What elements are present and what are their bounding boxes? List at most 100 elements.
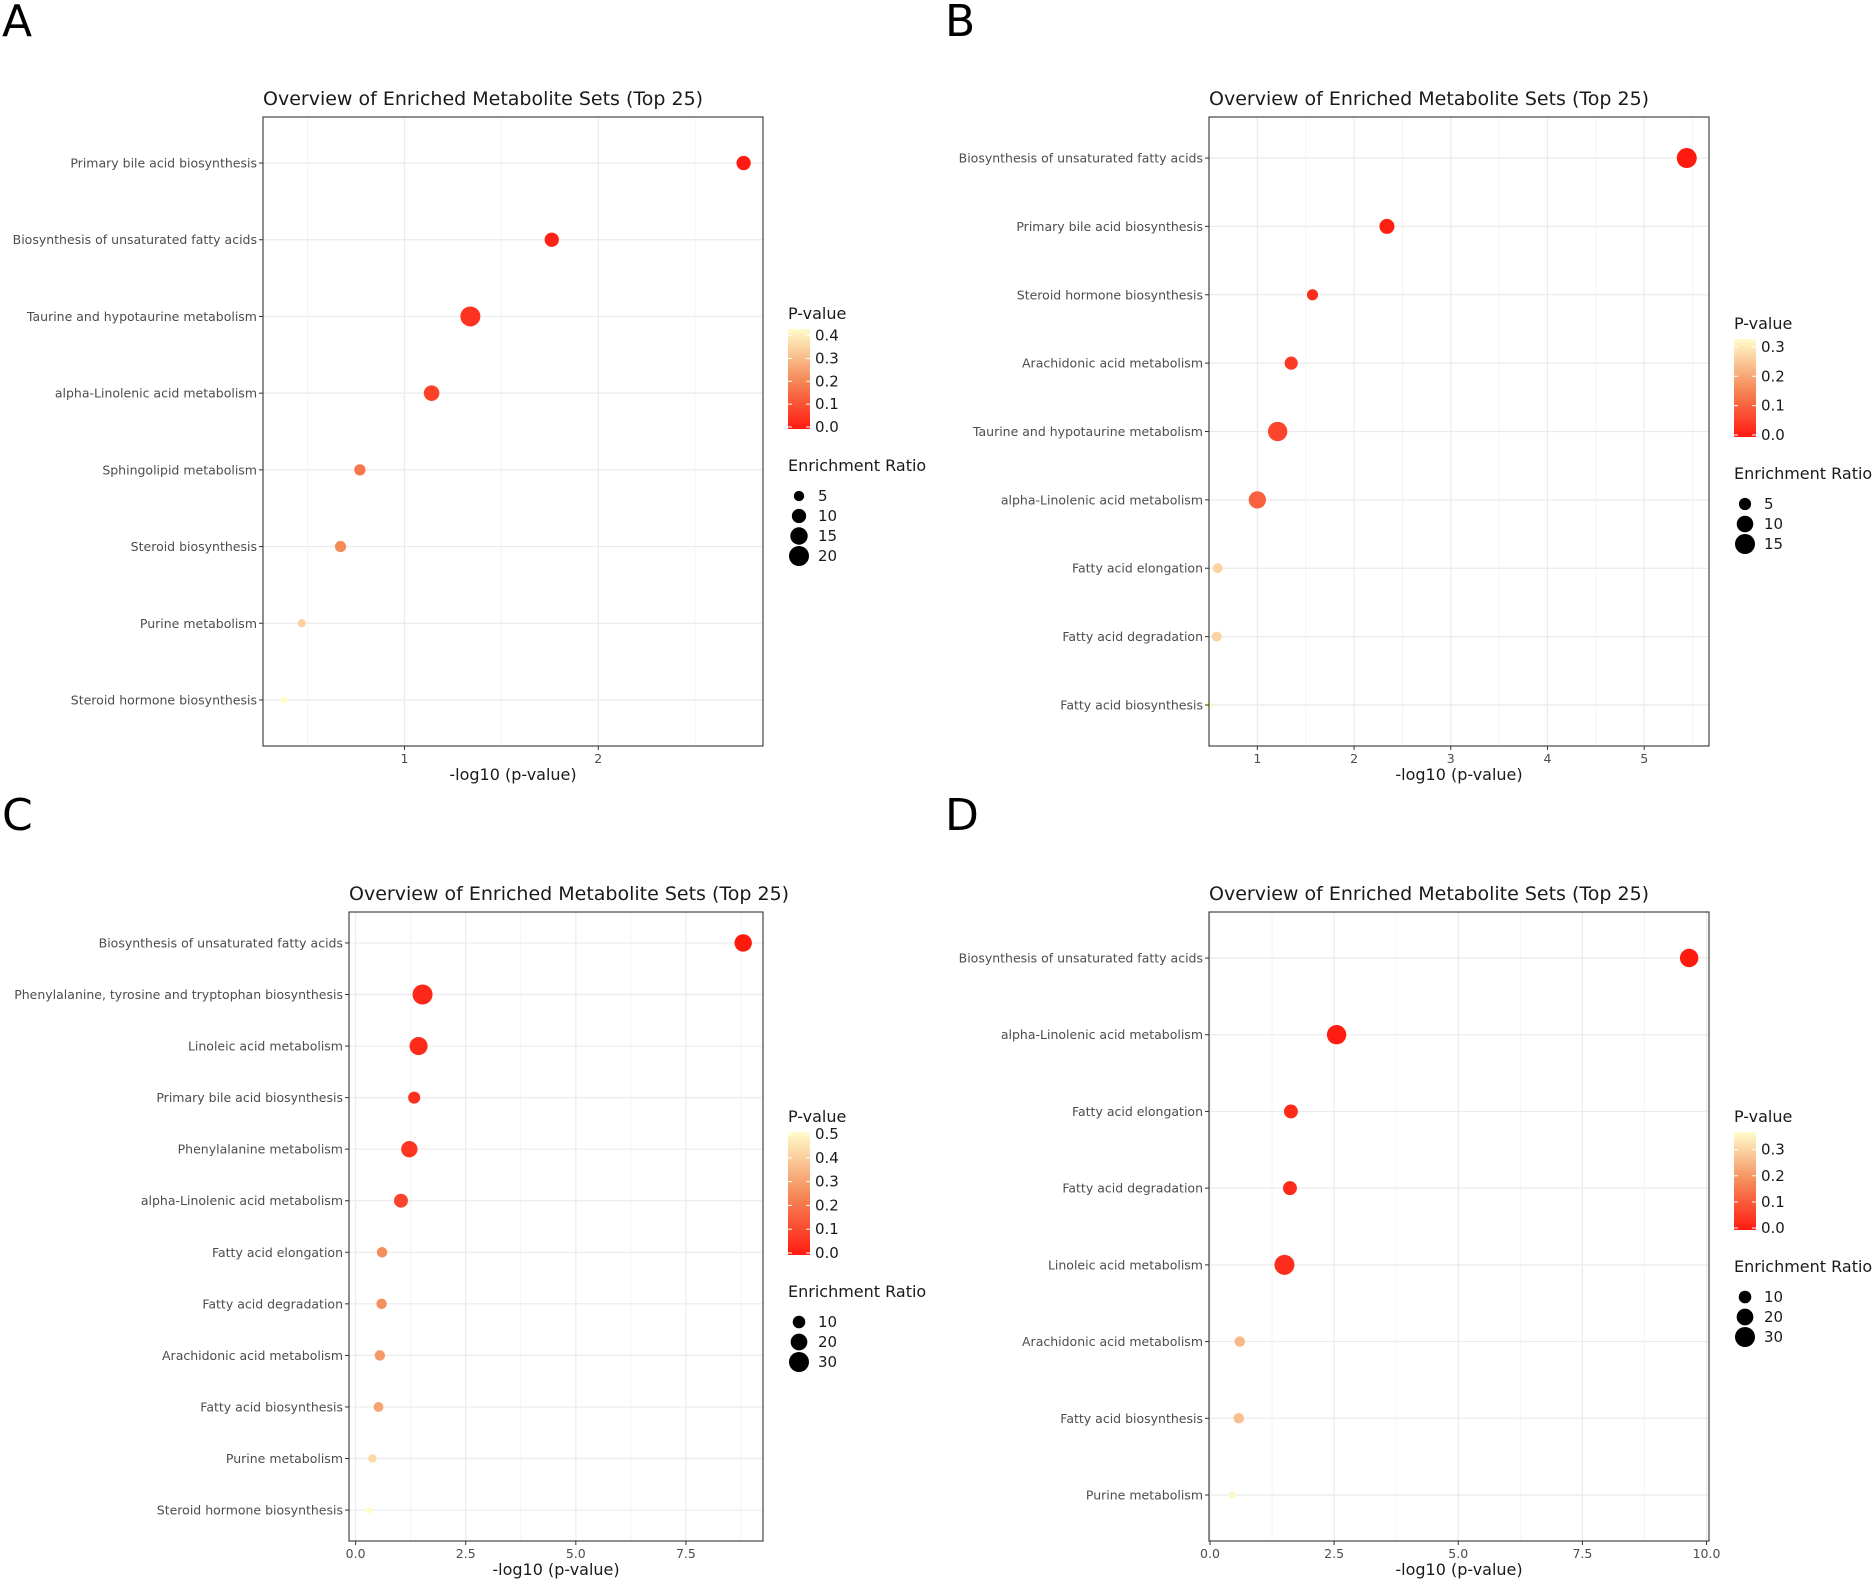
data-point [1379, 218, 1395, 234]
category-label: Linoleic acid metabolism [1048, 1257, 1203, 1272]
pvalue-legend-label: 0.1 [815, 1220, 839, 1238]
x-tick-label: 5 [1640, 751, 1648, 766]
category-label: Fatty acid biosynthesis [200, 1399, 343, 1414]
ratio-legend-label: 10 [1764, 515, 1783, 533]
x-tick-label: 5.0 [566, 1546, 586, 1561]
data-point [1679, 948, 1699, 968]
ratio-legend-dot [790, 1333, 808, 1351]
category-label: alpha-Linolenic acid metabolism [55, 386, 257, 401]
x-tick-label: 5.0 [1448, 1546, 1468, 1561]
pvalue-legend-label: 0.1 [1761, 397, 1785, 415]
pvalue-legend-label: 0.5 [815, 1125, 839, 1143]
category-label: Fatty acid biosynthesis [1060, 1411, 1203, 1426]
x-tick-label: 0.0 [1200, 1546, 1220, 1561]
x-tick-label: 7.5 [1572, 1546, 1592, 1561]
pvalue-legend-title: P-value [1734, 314, 1792, 333]
data-point [408, 1091, 421, 1104]
chart-title: Overview of Enriched Metabolite Sets (To… [1209, 883, 1649, 905]
x-tick-label: 2 [1350, 751, 1358, 766]
ratio-legend-title: Enrichment Ratio [788, 456, 926, 475]
pvalue-legend-title: P-value [788, 1107, 846, 1126]
data-point [1306, 289, 1319, 301]
x-tick-label: 1 [400, 751, 408, 766]
pvalue-legend-label: 0.3 [1761, 338, 1785, 356]
panel-label-b: B [945, 0, 975, 47]
category-label: Biosynthesis of unsaturated fatty acids [99, 935, 343, 950]
data-point [409, 1037, 428, 1056]
data-point [1211, 631, 1222, 642]
pvalue-legend-label: 0.3 [815, 1173, 839, 1191]
x-axis-label: -log10 (p-value) [1395, 765, 1522, 784]
pvalue-colorbar [1734, 339, 1756, 437]
data-point [394, 1193, 408, 1208]
category-label: Steroid hormone biosynthesis [71, 692, 257, 707]
category-label: Purine metabolism [1086, 1487, 1203, 1502]
ratio-legend-dot [792, 1315, 806, 1329]
category-label: Arachidonic acid metabolism [162, 1348, 343, 1363]
ratio-legend-label: 10 [1764, 1288, 1783, 1306]
ratio-legend-label: 5 [818, 487, 828, 505]
pvalue-legend-label: 0.1 [1761, 1193, 1785, 1211]
x-axis-label: -log10 (p-value) [492, 1560, 619, 1579]
category-label: Steroid hormone biosynthesis [1017, 287, 1203, 302]
x-tick-label: 2 [594, 751, 602, 766]
category-label: Primary bile acid biosynthesis [1016, 219, 1203, 234]
data-point [1234, 1336, 1246, 1347]
data-point [412, 984, 433, 1005]
ratio-legend-dot [1738, 497, 1752, 511]
data-point [1228, 1491, 1236, 1499]
plot-border [348, 911, 764, 1542]
category-label: alpha-Linolenic acid metabolism [1001, 1027, 1203, 1042]
category-label: Fatty acid elongation [212, 1245, 343, 1260]
data-point [1212, 563, 1223, 574]
x-tick-label: 3 [1447, 751, 1455, 766]
category-label: Phenylalanine, tyrosine and tryptophan b… [14, 987, 343, 1002]
pvalue-colorbar [788, 329, 810, 429]
ratio-legend-label: 20 [818, 1333, 837, 1351]
category-label: Fatty acid biosynthesis [1060, 697, 1203, 712]
category-label: Arachidonic acid metabolism [1022, 1334, 1203, 1349]
category-label: Taurine and hypotaurine metabolism [26, 309, 257, 324]
pvalue-legend-label: 0.4 [815, 1149, 839, 1167]
category-label: Phenylalanine metabolism [178, 1142, 343, 1157]
ratio-legend-dot [1735, 1327, 1755, 1347]
pvalue-legend-title: P-value [788, 304, 846, 323]
pvalue-legend-title: P-value [1734, 1107, 1792, 1126]
data-point [280, 696, 288, 704]
x-tick-label: 2.5 [1324, 1546, 1344, 1561]
category-label: Fatty acid degradation [1062, 1181, 1203, 1196]
category-label: alpha-Linolenic acid metabolism [1001, 492, 1203, 507]
category-label: Fatty acid elongation [1072, 1104, 1203, 1119]
pvalue-legend-label: 0.2 [1761, 367, 1785, 385]
data-point [736, 155, 751, 171]
chart-panel-b: Biosynthesis of unsaturated fatty acids P… [959, 88, 1873, 784]
x-tick-label: 0.0 [346, 1546, 366, 1561]
x-tick-label: 4 [1544, 751, 1552, 766]
category-label: Purine metabolism [226, 1451, 343, 1466]
data-point [354, 464, 366, 476]
category-label: alpha-Linolenic acid metabolism [141, 1193, 343, 1208]
data-point [1248, 491, 1267, 509]
pvalue-legend-label: 0.0 [815, 1244, 839, 1262]
ratio-legend-label: 30 [818, 1353, 837, 1371]
ratio-legend-label: 30 [1764, 1328, 1783, 1346]
ratio-legend-label: 10 [818, 507, 837, 525]
data-point [334, 540, 347, 553]
ratio-legend-dot [1738, 1290, 1752, 1304]
data-point [1326, 1025, 1347, 1045]
ratio-legend-dot [789, 1352, 809, 1372]
ratio-legend-label: 15 [818, 527, 837, 545]
pvalue-colorbar [1734, 1132, 1756, 1230]
category-label: Primary bile acid biosynthesis [156, 1090, 343, 1105]
data-point [374, 1350, 386, 1361]
x-axis-label: -log10 (p-value) [1395, 1560, 1522, 1579]
ratio-legend-dot [791, 508, 807, 524]
category-label: Biosynthesis of unsaturated fatty acids [959, 151, 1203, 166]
category-label: Biosynthesis of unsaturated fatty acids [13, 232, 257, 247]
ratio-legend-label: 15 [1764, 535, 1783, 553]
x-tick-label: 7.5 [676, 1546, 696, 1561]
category-label: Primary bile acid biosynthesis [70, 156, 257, 171]
chart-title: Overview of Enriched Metabolite Sets (To… [263, 88, 703, 110]
ratio-legend-title: Enrichment Ratio [1734, 464, 1872, 483]
